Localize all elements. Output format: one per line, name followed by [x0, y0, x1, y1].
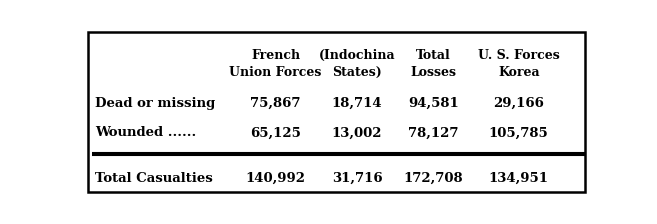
Text: 65,125: 65,125 [250, 127, 301, 140]
Text: 134,951: 134,951 [489, 172, 549, 185]
FancyBboxPatch shape [88, 32, 585, 192]
Text: 105,785: 105,785 [489, 127, 549, 140]
Text: 172,708: 172,708 [403, 172, 463, 185]
Text: 140,992: 140,992 [246, 172, 306, 185]
Text: 75,867: 75,867 [250, 97, 301, 110]
Text: 18,714: 18,714 [332, 97, 382, 110]
Text: Total
Losses: Total Losses [411, 49, 457, 79]
Text: U. S. Forces
Korea: U. S. Forces Korea [478, 49, 560, 79]
Text: (Indochina
States): (Indochina States) [319, 49, 396, 79]
Text: Wounded ......: Wounded ...... [95, 127, 196, 140]
Text: 13,002: 13,002 [332, 127, 382, 140]
Text: Dead or missing: Dead or missing [95, 97, 215, 110]
Text: 31,716: 31,716 [332, 172, 382, 185]
Text: 94,581: 94,581 [408, 97, 459, 110]
Text: 29,166: 29,166 [493, 97, 544, 110]
Text: Total Casualties: Total Casualties [95, 172, 213, 185]
Text: 78,127: 78,127 [408, 127, 459, 140]
Text: French
Union Forces: French Union Forces [229, 49, 322, 79]
